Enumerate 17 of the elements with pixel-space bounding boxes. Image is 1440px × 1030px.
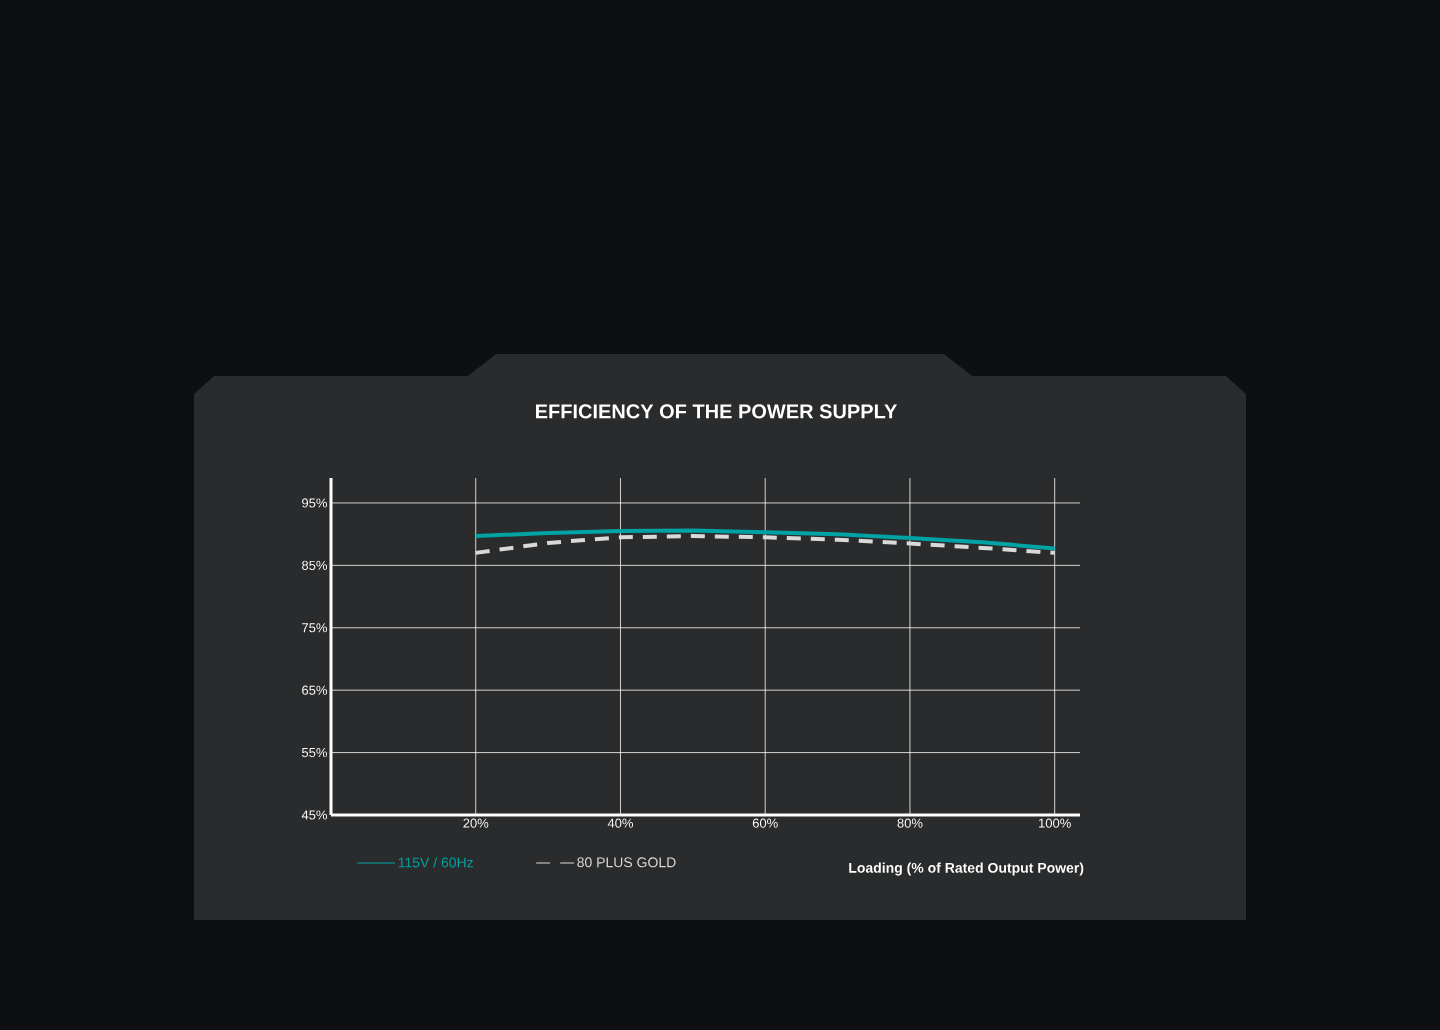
x-tick-label: 80% <box>897 818 923 828</box>
y-tick-label: 65% <box>302 685 328 695</box>
legend-label: 80 PLUS GOLD <box>577 857 676 868</box>
x-axis-title: Loading (% of Rated Output Power) <box>849 862 1084 876</box>
x-tick-label: 20% <box>463 818 489 828</box>
y-tick-label: 55% <box>301 748 328 758</box>
x-tick-label: 100% <box>1039 818 1071 828</box>
chart-title: EFFICIENCY OF THE POWER SUPPLY <box>536 404 898 419</box>
y-tick-label: 75% <box>302 623 328 633</box>
line-series <box>473 534 1057 555</box>
y-tick-label: 85% <box>302 560 328 570</box>
x-tick-label: 60% <box>752 818 778 828</box>
y-tick-label: 45% <box>301 810 328 820</box>
legend-label: 115V / 60Hz <box>398 857 473 868</box>
x-tick-label: 40% <box>607 818 634 828</box>
line-series <box>473 528 1057 551</box>
y-tick-label: 95% <box>302 498 328 508</box>
